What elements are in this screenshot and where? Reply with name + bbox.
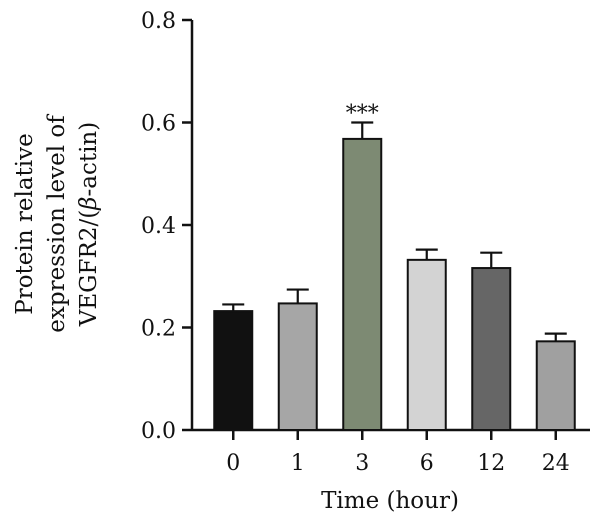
bar bbox=[406, 258, 447, 431]
x-tick-label: 1 bbox=[291, 451, 305, 476]
bars: *** bbox=[213, 102, 576, 432]
bar bbox=[535, 340, 576, 431]
y-axis-label-prefix: VEGFR2/( bbox=[76, 210, 102, 327]
y-axis-label-line-2: expression level of bbox=[44, 114, 70, 333]
y-axis-label: Protein relative expression level of VEG… bbox=[12, 114, 102, 333]
bar bbox=[471, 267, 512, 431]
x-ticks: 0 1 3 6 12 24 bbox=[226, 430, 570, 476]
x-tick-label: 12 bbox=[477, 451, 505, 476]
y-tick-label: 0.0 bbox=[141, 419, 176, 444]
y-axis-label-line-1: Protein relative bbox=[12, 133, 38, 315]
x-tick-label: 24 bbox=[542, 451, 570, 476]
bar bbox=[277, 302, 318, 432]
y-ticks: 0.0 0.2 0.4 0.6 0.8 bbox=[141, 9, 192, 444]
x-tick-label: 0 bbox=[226, 451, 240, 476]
x-tick-label: 6 bbox=[420, 451, 434, 476]
x-axis-label: Time (hour) bbox=[321, 488, 459, 514]
y-tick-label: 0.4 bbox=[141, 214, 176, 239]
x-tick-label: 3 bbox=[355, 451, 369, 476]
y-axis-label-beta: β bbox=[76, 197, 102, 211]
y-tick-label: 0.2 bbox=[141, 317, 176, 342]
y-tick-label: 0.8 bbox=[141, 9, 176, 34]
bar bbox=[342, 137, 383, 431]
y-tick-label: 0.6 bbox=[141, 112, 176, 137]
significance-label: *** bbox=[346, 102, 379, 127]
y-axis-label-suffix: -actin) bbox=[76, 122, 102, 197]
y-axis-label-line-3: VEGFR2/(β-actin) bbox=[76, 122, 102, 327]
bar bbox=[213, 310, 254, 432]
